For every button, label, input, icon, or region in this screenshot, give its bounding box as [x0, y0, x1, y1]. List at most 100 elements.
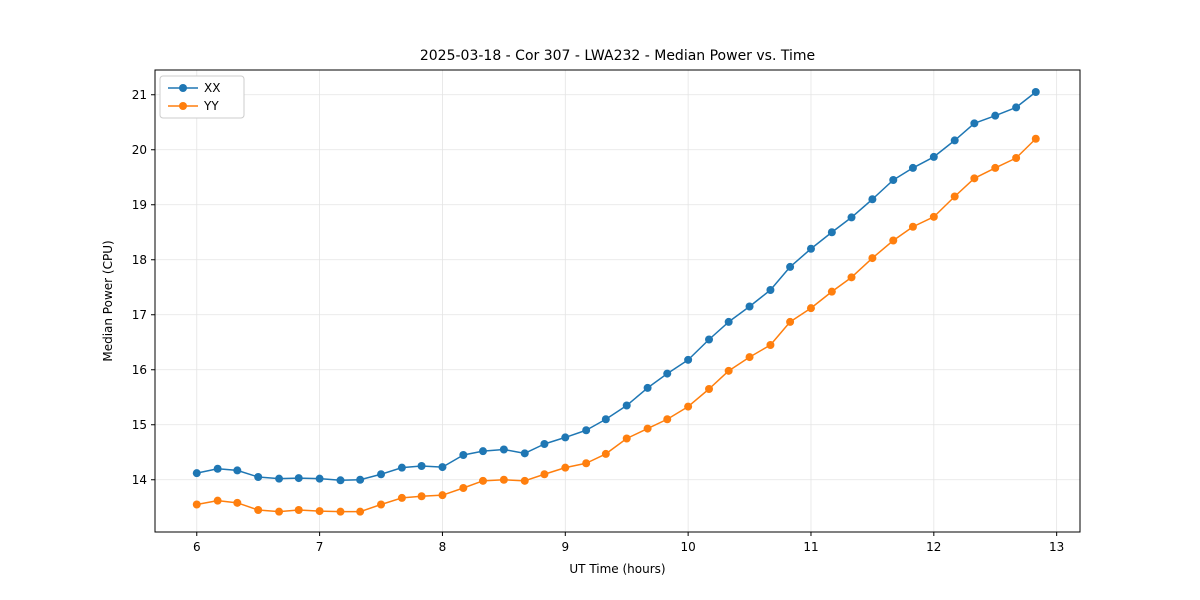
- data-point-XX: [868, 195, 877, 204]
- x-tick-label: 8: [439, 540, 447, 554]
- data-point-YY: [705, 385, 714, 393]
- data-point-XX: [929, 152, 938, 161]
- data-point-YY: [622, 434, 631, 443]
- data-point-XX: [766, 286, 775, 294]
- x-tick-label: 13: [1049, 540, 1064, 554]
- data-point-YY: [478, 476, 487, 485]
- data-point-YY: [417, 492, 426, 501]
- data-point-XX: [827, 228, 836, 237]
- data-point-XX: [970, 119, 979, 128]
- x-tick-label: 9: [561, 540, 569, 554]
- data-point-XX: [254, 473, 263, 481]
- data-point-YY: [499, 475, 508, 484]
- data-point-XX: [438, 463, 447, 472]
- data-point-XX: [397, 463, 406, 472]
- data-point-YY: [684, 402, 693, 411]
- data-point-YY: [192, 500, 201, 509]
- y-axis-label: Median Power (CPU): [101, 240, 115, 362]
- data-point-YY: [643, 424, 652, 433]
- x-tick-label: 11: [803, 540, 818, 554]
- y-tick-label: 20: [132, 143, 147, 157]
- legend-label-YY: YY: [203, 99, 219, 113]
- series-line-XX: [196, 91, 1037, 482]
- data-point-YY: [438, 491, 447, 500]
- chart-title: 2025-03-18 - Cor 307 - LWA232 - Median P…: [419, 48, 816, 64]
- data-point-XX: [705, 335, 714, 344]
- data-point-XX: [950, 136, 959, 145]
- data-point-XX: [213, 464, 222, 473]
- legend-box: [159, 75, 245, 119]
- data-point-YY: [908, 222, 917, 231]
- data-point-YY: [601, 449, 610, 458]
- data-point-YY: [520, 476, 529, 485]
- data-point-XX: [336, 476, 345, 485]
- data-point-XX: [478, 447, 487, 456]
- data-point-YY: [254, 506, 263, 514]
- data-point-XX: [684, 355, 693, 364]
- y-tick-label: 19: [132, 198, 147, 212]
- legend-marker-XX: [179, 84, 187, 92]
- data-point-YY: [724, 366, 733, 375]
- data-point-YY: [459, 484, 468, 492]
- data-point-YY: [336, 507, 345, 516]
- data-point-XX: [540, 440, 549, 448]
- data-point-YY: [356, 507, 365, 516]
- data-point-XX: [991, 111, 1000, 120]
- y-tick-label: 16: [132, 363, 147, 377]
- data-point-XX: [561, 433, 570, 442]
- data-point-YY: [540, 470, 549, 479]
- data-point-XX: [192, 469, 201, 478]
- data-point-XX: [233, 466, 242, 475]
- data-point-YY: [561, 463, 570, 472]
- data-point-XX: [275, 474, 284, 483]
- data-point-YY: [294, 506, 303, 514]
- data-point-XX: [663, 369, 672, 378]
- data-point-YY: [806, 304, 815, 313]
- data-point-YY: [233, 498, 242, 507]
- data-point-XX: [908, 163, 917, 172]
- y-tick-label: 15: [132, 418, 147, 432]
- data-point-YY: [766, 341, 775, 349]
- data-point-YY: [786, 317, 795, 326]
- data-point-YY: [929, 212, 938, 221]
- data-point-XX: [889, 176, 898, 184]
- data-point-YY: [663, 415, 672, 424]
- y-tick-label: 14: [132, 473, 147, 487]
- y-tick-label: 17: [132, 308, 147, 322]
- axes-frame: [154, 69, 1081, 533]
- data-point-YY: [377, 500, 386, 509]
- data-point-XX: [786, 262, 795, 271]
- data-point-YY: [582, 459, 591, 468]
- data-point-XX: [724, 317, 733, 326]
- y-tick-label: 21: [132, 88, 147, 102]
- data-point-XX: [417, 462, 426, 470]
- data-point-YY: [970, 174, 979, 183]
- data-point-XX: [315, 474, 324, 483]
- data-point-XX: [499, 445, 508, 454]
- data-point-YY: [275, 507, 284, 516]
- legend-marker-YY: [179, 102, 187, 110]
- x-tick-label: 12: [926, 540, 941, 554]
- data-point-YY: [745, 353, 754, 362]
- x-tick-label: 7: [316, 540, 324, 554]
- data-point-XX: [622, 401, 631, 410]
- y-tick-label: 18: [132, 253, 147, 267]
- legend-label-XX: XX: [204, 81, 220, 95]
- data-point-XX: [806, 244, 815, 253]
- data-point-XX: [1031, 88, 1040, 96]
- data-point-XX: [520, 449, 529, 458]
- data-point-YY: [950, 192, 959, 201]
- data-point-XX: [601, 415, 610, 424]
- data-point-YY: [1031, 134, 1040, 143]
- data-point-XX: [643, 383, 652, 392]
- data-point-XX: [582, 426, 591, 435]
- data-point-XX: [377, 470, 386, 479]
- data-point-YY: [868, 254, 877, 263]
- data-point-XX: [459, 451, 468, 459]
- x-axis-label: UT Time (hours): [569, 562, 666, 576]
- data-point-XX: [294, 474, 303, 483]
- x-tick-label: 6: [193, 540, 201, 554]
- data-point-XX: [1012, 103, 1021, 112]
- data-point-YY: [315, 507, 324, 516]
